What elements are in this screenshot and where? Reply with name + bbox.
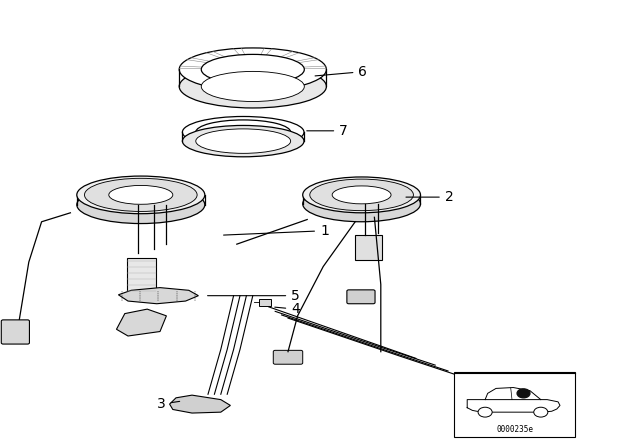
Ellipse shape	[182, 116, 304, 148]
Circle shape	[534, 407, 548, 417]
Bar	[127, 258, 156, 293]
Ellipse shape	[179, 48, 326, 91]
Polygon shape	[170, 395, 230, 413]
Ellipse shape	[201, 71, 305, 102]
FancyBboxPatch shape	[273, 350, 303, 364]
Text: 0000235e: 0000235e	[496, 425, 533, 434]
Text: 4: 4	[275, 302, 300, 316]
Text: 3: 3	[157, 397, 180, 411]
Bar	[454, 372, 575, 437]
Ellipse shape	[109, 185, 173, 204]
Ellipse shape	[179, 65, 326, 108]
Ellipse shape	[303, 186, 420, 222]
Ellipse shape	[196, 129, 291, 153]
Bar	[259, 299, 271, 306]
Text: 6: 6	[315, 65, 367, 79]
Ellipse shape	[77, 186, 205, 224]
Ellipse shape	[332, 186, 391, 204]
Text: 1: 1	[223, 224, 329, 238]
Text: 7: 7	[307, 124, 348, 138]
Bar	[355, 235, 382, 260]
Polygon shape	[116, 309, 166, 336]
Ellipse shape	[84, 178, 197, 211]
Ellipse shape	[77, 176, 205, 214]
FancyBboxPatch shape	[347, 290, 375, 304]
Ellipse shape	[182, 125, 304, 157]
Ellipse shape	[303, 177, 420, 213]
FancyBboxPatch shape	[1, 320, 29, 344]
Ellipse shape	[196, 120, 291, 144]
Text: 5: 5	[207, 289, 300, 303]
Circle shape	[478, 407, 492, 417]
Polygon shape	[118, 288, 198, 304]
Ellipse shape	[310, 179, 413, 211]
Text: 2: 2	[406, 190, 454, 204]
Circle shape	[517, 389, 530, 398]
Ellipse shape	[201, 54, 305, 85]
